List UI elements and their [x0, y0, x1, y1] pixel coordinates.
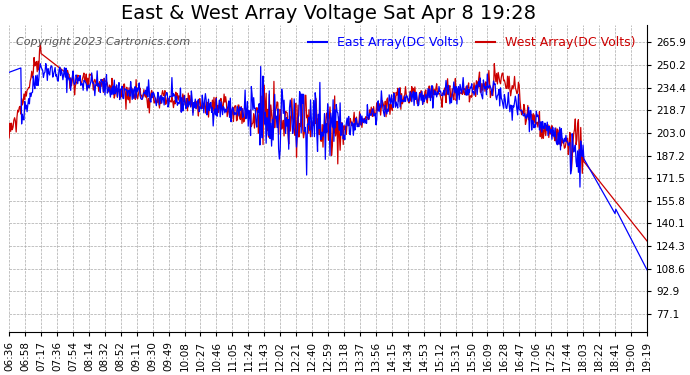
Legend: East Array(DC Volts), West Array(DC Volts): East Array(DC Volts), West Array(DC Volt… [304, 31, 641, 54]
Text: Copyright 2023 Cartronics.com: Copyright 2023 Cartronics.com [16, 37, 190, 47]
Title: East & West Array Voltage Sat Apr 8 19:28: East & West Array Voltage Sat Apr 8 19:2… [121, 4, 535, 23]
